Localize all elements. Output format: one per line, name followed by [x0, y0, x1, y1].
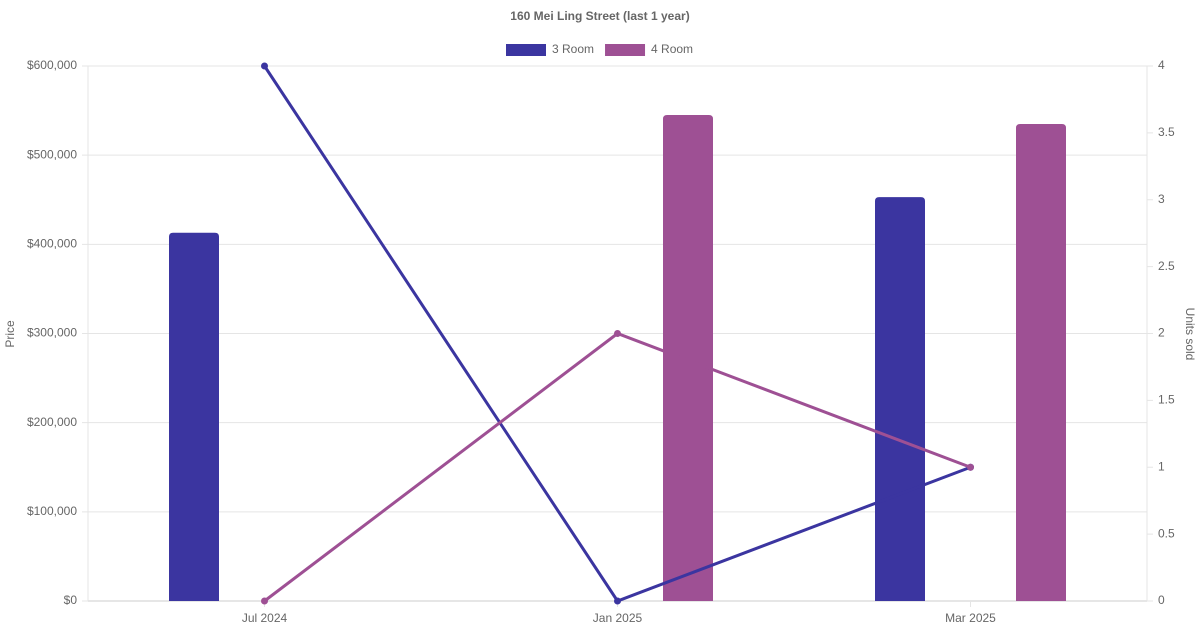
- legend-swatch: [605, 44, 646, 56]
- y2-tick-label: 3.5: [1158, 125, 1175, 139]
- legend-label: 4 Room: [651, 42, 693, 56]
- line: [263, 331, 972, 603]
- y-tick-label: $400,000: [27, 237, 77, 251]
- line-point: [967, 463, 974, 471]
- y-tick-label: $0: [64, 593, 78, 607]
- line-point: [261, 62, 268, 70]
- y-tick-label: $300,000: [27, 326, 77, 340]
- y-tick-label: $200,000: [27, 415, 77, 429]
- y2-tick-label: 0.5: [1158, 526, 1175, 540]
- y2-tick-label: 0: [1158, 593, 1165, 607]
- bar: [169, 232, 219, 601]
- legend-label: 3 Room: [552, 42, 594, 56]
- y2-axis-title: Units sold: [1183, 308, 1197, 361]
- x-tick-label: Mar 2025: [945, 611, 996, 625]
- line-point: [614, 597, 621, 605]
- y2-tick-label: 2: [1158, 326, 1165, 340]
- y-tick-label: $500,000: [27, 147, 77, 161]
- x-tick-label: Jul 2024: [242, 611, 288, 625]
- y2-tick-label: 1.5: [1158, 393, 1175, 407]
- x-tick-label: Jan 2025: [593, 611, 643, 625]
- y2-tick-label: 3: [1158, 192, 1165, 206]
- y-tick-label: $600,000: [27, 58, 77, 72]
- legend-swatch: [506, 44, 546, 56]
- y2-tick-label: 2.5: [1158, 259, 1175, 273]
- y-tick-label: $100,000: [27, 504, 77, 518]
- y2-tick-label: 1: [1158, 459, 1165, 473]
- y2-tick-label: 4: [1158, 58, 1165, 72]
- line-point: [614, 330, 621, 337]
- line-point: [261, 597, 268, 605]
- chart-title: 160 Mei Ling Street (last 1 year): [510, 9, 689, 23]
- bar: [1016, 123, 1066, 601]
- y-axis-title: Price: [3, 320, 17, 348]
- bar: [663, 115, 713, 602]
- bar: [875, 197, 925, 601]
